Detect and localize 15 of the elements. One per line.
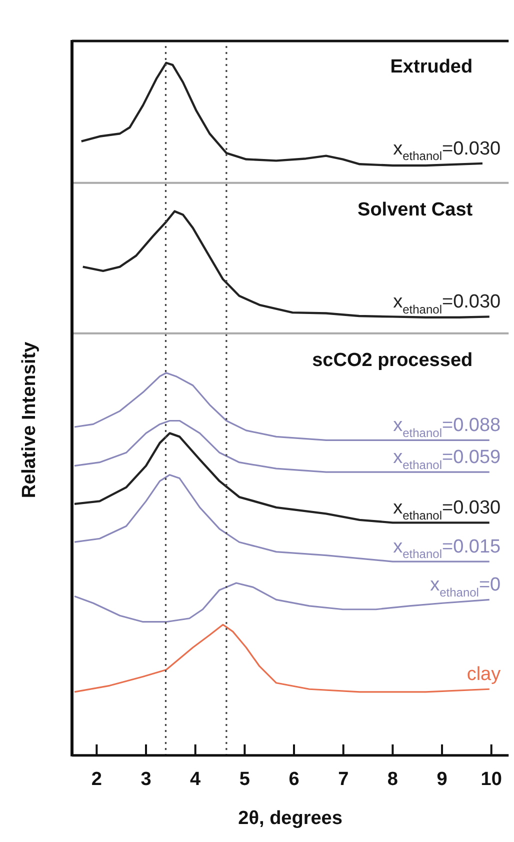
annotation: Solvent Cast xyxy=(358,200,474,221)
x-tick-label: 3 xyxy=(140,769,152,790)
x-tick-label: 2 xyxy=(91,769,102,790)
x-tick-label: 6 xyxy=(288,769,300,790)
annotation: scCO2 processed xyxy=(312,350,473,372)
x-tick-label: 8 xyxy=(387,769,398,790)
x-axis-title: 2θ, degrees xyxy=(238,808,342,829)
y-axis-title: Relative Intensity xyxy=(19,342,41,498)
x-tick-label: 10 xyxy=(480,769,502,790)
x-tick-label: 9 xyxy=(436,769,448,790)
annotation: Extruded xyxy=(390,56,473,78)
x-tick-label: 7 xyxy=(338,769,349,790)
x-tick-label: 4 xyxy=(190,769,202,790)
x-tick-label: 5 xyxy=(239,769,250,790)
series-label: clay xyxy=(466,664,502,686)
